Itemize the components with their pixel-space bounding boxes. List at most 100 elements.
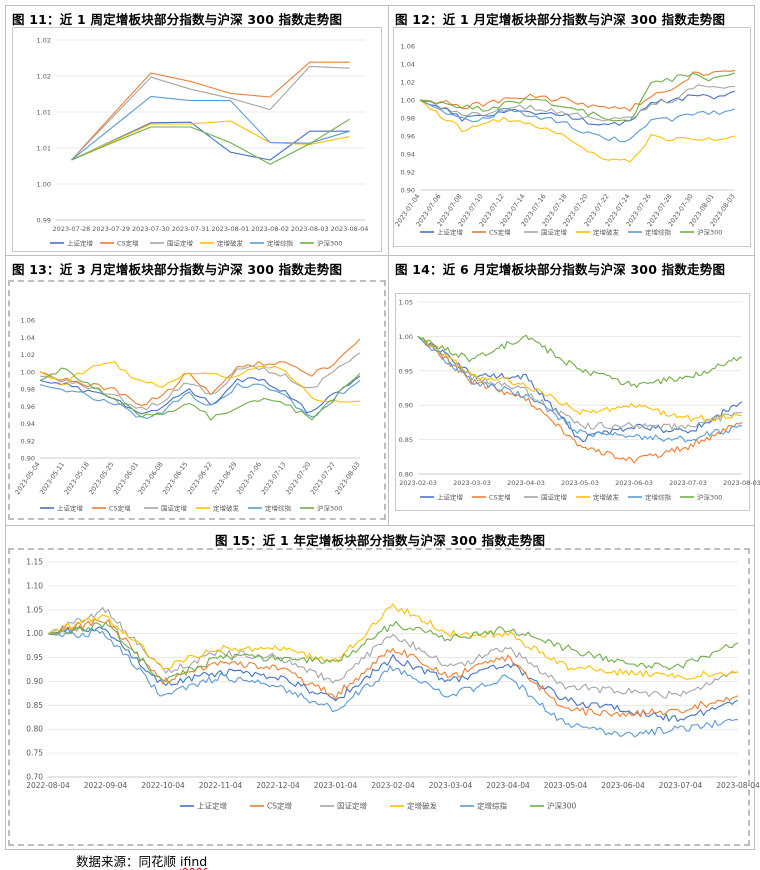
y-tick-label: 0.95 <box>399 367 413 375</box>
y-tick-label: 0.80 <box>26 725 43 734</box>
y-tick-label: 1.04 <box>401 61 415 69</box>
legend-label: 定增综指 <box>265 504 292 513</box>
x-tick-label: 2023-06-03 <box>615 479 653 487</box>
legend-label: 沪深300 <box>697 228 722 237</box>
data-source-ifind: ifind <box>180 854 208 869</box>
y-tick-label: 0.90 <box>399 402 413 410</box>
legend-label: 上证定增 <box>197 801 227 811</box>
y-tick-label: 0.95 <box>26 653 43 662</box>
legend-label: 沪深300 <box>547 801 577 811</box>
y-tick-label: 1.00 <box>21 368 35 376</box>
x-tick-label: 2023-07-31 <box>172 225 210 233</box>
x-tick-label: 2022-11-04 <box>199 781 243 790</box>
y-tick-label: 1.00 <box>26 629 43 638</box>
series-line-2 <box>419 84 736 122</box>
figure-11-title: 图 11：近 1 周定增板块部分指数与沪深 300 指数走势图 <box>12 12 343 27</box>
y-tick-label: 0.90 <box>26 677 43 686</box>
y-tick-label: 1.02 <box>37 73 51 81</box>
series-line-5 <box>47 621 739 683</box>
table-divider-mid <box>388 5 389 525</box>
series-line-3 <box>419 99 736 163</box>
figure-15-title: 图 15：近 1 年定增板块部分指数与沪深 300 指数走势图 <box>215 533 546 548</box>
legend-label: CS定增 <box>489 228 511 237</box>
x-tick-label: 2023-03-04 <box>429 781 473 790</box>
figure-14-title: 图 14：近 6 月定增板块部分指数与沪深 300 指数走势图 <box>395 262 726 277</box>
y-tick-label: 0.85 <box>399 436 413 444</box>
table-divider-row1 <box>5 255 755 256</box>
legend-label: CS定增 <box>109 504 131 513</box>
y-tick-label: 1.05 <box>399 299 413 307</box>
x-tick-label: 2023-08-03 <box>291 225 329 233</box>
figure-12-title: 图 12：近 1 月定增板块部分指数与沪深 300 指数走势图 <box>395 12 726 27</box>
series-line-2 <box>71 65 350 161</box>
legend-label: 上证定增 <box>57 504 83 513</box>
y-tick-label: 1.01 <box>37 145 51 153</box>
x-tick-label: 2023-08-04 <box>331 225 369 233</box>
legend-label: 定增破发 <box>593 493 620 502</box>
legend-label: 定增破发 <box>593 228 620 237</box>
series-line-1 <box>417 335 743 464</box>
y-tick-label: 1.02 <box>37 37 51 45</box>
table-divider-row2 <box>5 525 755 526</box>
series-line-1 <box>71 61 350 161</box>
legend-label: 上证定增 <box>437 493 463 502</box>
chart-12-frame <box>393 27 751 247</box>
x-tick-label: 2023-07-04 <box>659 781 703 790</box>
series-line-2 <box>417 335 743 430</box>
series-line-2 <box>47 606 739 699</box>
y-tick-label: 0.96 <box>21 403 35 411</box>
chart-14-frame <box>395 293 750 511</box>
legend-label: 国证定增 <box>167 239 193 248</box>
x-tick-label: 2023-07-03 <box>669 479 707 487</box>
y-tick-label: 0.94 <box>401 151 415 159</box>
legend-label: 定增综指 <box>645 228 672 237</box>
table-border-top <box>5 5 755 6</box>
x-tick-label: 2023-02-03 <box>399 479 437 487</box>
y-tick-label: 1.06 <box>21 317 35 325</box>
table-border-bottom <box>5 849 755 850</box>
x-tick-label: 2023-03-03 <box>453 479 491 487</box>
y-tick-label: 1.00 <box>37 181 51 189</box>
chart-13-dashed-border <box>8 280 386 520</box>
legend-label: 定增破发 <box>217 239 244 248</box>
x-tick-label: 2023-07-29 <box>92 225 130 233</box>
x-tick-label: 2023-08-02 <box>251 225 289 233</box>
series-line-3 <box>417 335 743 422</box>
legend-label: 定增破发 <box>407 801 437 811</box>
y-tick-label: 0.85 <box>26 701 43 710</box>
legend-label: 定增综指 <box>477 801 507 811</box>
legend-label: CS定增 <box>489 493 511 502</box>
y-tick-label: 0.70 <box>26 773 43 782</box>
y-tick-label: 0.96 <box>401 133 415 141</box>
y-tick-label: 0.94 <box>21 420 35 428</box>
series-line-1 <box>39 338 361 406</box>
legend-label: 上证定增 <box>67 239 93 248</box>
y-tick-label: 1.01 <box>37 109 51 117</box>
series-line-5 <box>417 334 743 388</box>
y-tick-label: 0.98 <box>401 115 415 123</box>
legend-label: 国证定增 <box>541 228 567 237</box>
x-tick-label: 2023-02-04 <box>371 781 415 790</box>
chart-11-frame <box>12 27 382 252</box>
series-line-4 <box>71 95 350 161</box>
chart-15-dashed-border <box>8 548 750 846</box>
series-line-2 <box>39 352 361 411</box>
series-line-1 <box>47 619 739 718</box>
y-tick-label: 1.00 <box>401 97 415 105</box>
y-tick-label: 1.02 <box>21 351 35 359</box>
x-tick-label: 2023-06-04 <box>601 781 645 790</box>
series-line-1 <box>419 69 736 112</box>
data-source-text: 同花顺 <box>138 854 180 869</box>
y-tick-label: 0.99 <box>37 217 51 225</box>
legend-label: 定增破发 <box>213 504 240 513</box>
x-tick-label: 2022-09-04 <box>84 781 128 790</box>
legend-label: CS定增 <box>117 239 139 248</box>
series-line-4 <box>417 336 743 443</box>
y-tick-label: 0.98 <box>21 386 35 394</box>
x-tick-label: 2022-12-04 <box>256 781 300 790</box>
series-line-0 <box>419 90 736 126</box>
x-tick-label: 2023-08-01 <box>211 225 249 233</box>
